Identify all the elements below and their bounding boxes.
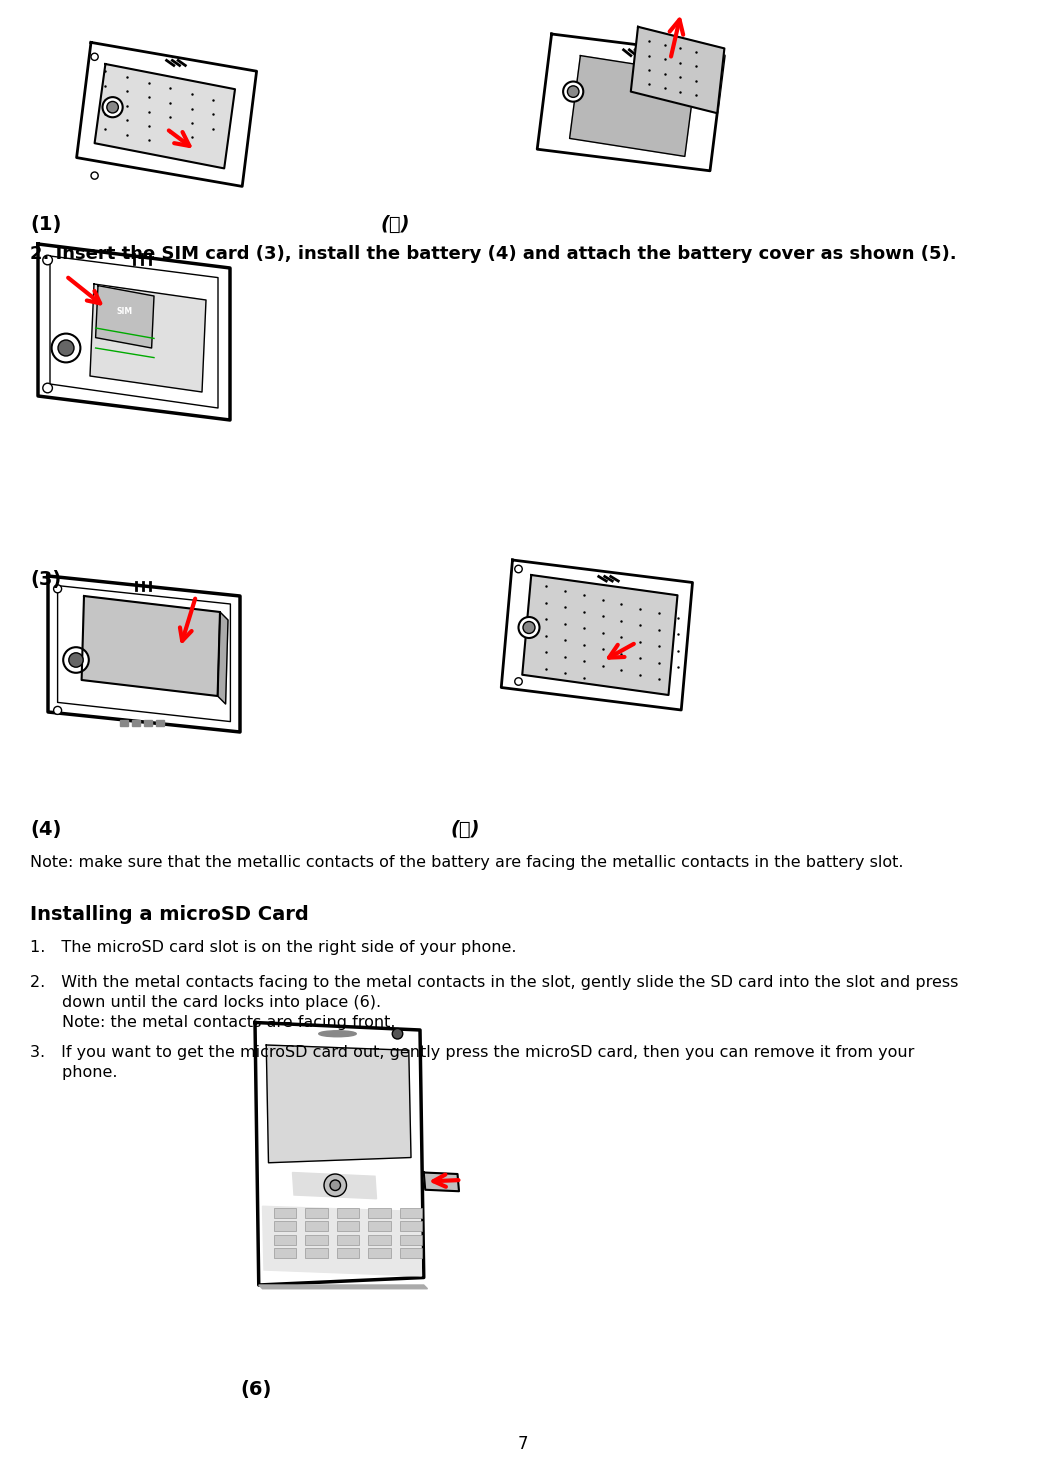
Text: (1): (1) xyxy=(30,214,62,233)
Circle shape xyxy=(43,255,52,264)
Text: down until the card locks into place (6).: down until the card locks into place (6)… xyxy=(30,995,381,1010)
Bar xyxy=(337,1221,359,1231)
Circle shape xyxy=(567,86,578,98)
Bar xyxy=(368,1208,391,1217)
Circle shape xyxy=(63,648,89,673)
Text: (3): (3) xyxy=(30,570,62,589)
Circle shape xyxy=(523,622,535,633)
Text: (５): (５) xyxy=(450,820,479,839)
Bar xyxy=(132,719,140,727)
Polygon shape xyxy=(48,576,240,732)
Polygon shape xyxy=(38,244,230,420)
Text: phone.: phone. xyxy=(30,1065,117,1080)
Bar xyxy=(120,719,128,727)
Bar xyxy=(337,1234,359,1245)
Text: (6): (6) xyxy=(240,1380,271,1399)
Bar xyxy=(337,1208,359,1217)
Circle shape xyxy=(563,82,584,102)
Text: Note: make sure that the metallic contacts of the battery are facing the metalli: Note: make sure that the metallic contac… xyxy=(30,855,904,870)
Text: (4): (4) xyxy=(30,820,62,839)
Circle shape xyxy=(515,678,522,686)
Text: Installing a microSD Card: Installing a microSD Card xyxy=(30,905,309,924)
Polygon shape xyxy=(267,1045,411,1163)
Ellipse shape xyxy=(319,1030,357,1037)
Polygon shape xyxy=(255,1023,424,1285)
Circle shape xyxy=(329,1180,341,1191)
Bar xyxy=(305,1208,327,1217)
Circle shape xyxy=(324,1174,346,1196)
Polygon shape xyxy=(293,1173,377,1199)
Bar xyxy=(156,719,164,727)
Circle shape xyxy=(392,1029,403,1039)
Circle shape xyxy=(58,340,74,356)
Polygon shape xyxy=(263,1207,422,1277)
Polygon shape xyxy=(76,42,256,187)
Circle shape xyxy=(107,102,118,112)
Polygon shape xyxy=(95,286,154,349)
Polygon shape xyxy=(522,575,678,694)
Bar xyxy=(274,1249,296,1258)
Polygon shape xyxy=(631,26,725,114)
Bar xyxy=(305,1249,327,1258)
Bar xyxy=(400,1221,423,1231)
Circle shape xyxy=(91,53,98,60)
Bar xyxy=(400,1208,423,1217)
Circle shape xyxy=(43,384,52,392)
Text: 3. If you want to get the microSD card out, gently press the microSD card, then : 3. If you want to get the microSD card o… xyxy=(30,1045,914,1061)
Polygon shape xyxy=(501,560,692,711)
Circle shape xyxy=(53,585,62,592)
Bar xyxy=(274,1221,296,1231)
Text: 2. Insert the SIM card (3), install the battery (4) and attach the battery cover: 2. Insert the SIM card (3), install the … xyxy=(30,245,957,263)
Circle shape xyxy=(69,652,84,667)
Bar xyxy=(368,1221,391,1231)
Bar xyxy=(337,1249,359,1258)
Polygon shape xyxy=(218,611,228,705)
Polygon shape xyxy=(90,285,206,392)
Bar xyxy=(368,1234,391,1245)
Circle shape xyxy=(51,334,81,362)
Bar xyxy=(305,1234,327,1245)
Text: 7: 7 xyxy=(518,1436,528,1453)
Circle shape xyxy=(515,565,522,573)
Text: 1. The microSD card slot is on the right side of your phone.: 1. The microSD card slot is on the right… xyxy=(30,940,517,956)
Polygon shape xyxy=(258,1285,428,1288)
Circle shape xyxy=(519,617,540,638)
Bar xyxy=(305,1221,327,1231)
Bar xyxy=(400,1249,423,1258)
Text: 2. With the metal contacts facing to the metal contacts in the slot, gently slid: 2. With the metal contacts facing to the… xyxy=(30,975,958,991)
Text: Note: the metal contacts are facing front.: Note: the metal contacts are facing fron… xyxy=(30,1015,395,1030)
Bar xyxy=(400,1234,423,1245)
Bar xyxy=(368,1249,391,1258)
Polygon shape xyxy=(94,64,235,168)
Text: SIM: SIM xyxy=(116,308,133,317)
Polygon shape xyxy=(570,55,696,156)
Circle shape xyxy=(53,706,62,715)
Polygon shape xyxy=(538,34,725,171)
Polygon shape xyxy=(82,595,220,696)
Bar xyxy=(274,1234,296,1245)
Text: (２): (２) xyxy=(380,214,409,233)
Circle shape xyxy=(103,98,122,117)
Bar xyxy=(144,719,152,727)
Circle shape xyxy=(91,172,98,179)
Polygon shape xyxy=(424,1173,459,1191)
Bar xyxy=(274,1208,296,1217)
